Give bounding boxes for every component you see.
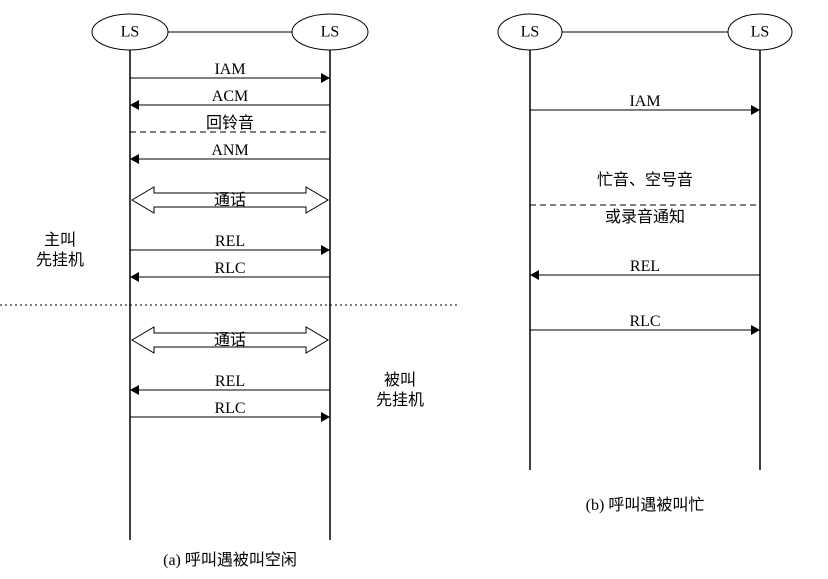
message-label: 通话 (214, 191, 246, 209)
message-label: RLC (214, 400, 245, 417)
message-label: ACM (212, 88, 248, 105)
node-right-label: LS (321, 24, 340, 41)
message-label: REL (630, 258, 660, 275)
message-label: 忙音、空号音 (597, 171, 693, 189)
node-left-label: LS (121, 24, 140, 41)
message-label: IAM (629, 93, 660, 110)
message-label: 通话 (214, 331, 246, 349)
message-label: RLC (629, 313, 660, 330)
message-label: IAM (214, 61, 245, 78)
node-right-label: LS (751, 24, 770, 41)
message-label: ANM (211, 142, 248, 159)
diagram-caption: (b) 呼叫遇被叫忙 (586, 496, 705, 514)
message-label: 回铃音 (206, 114, 254, 132)
message-label: REL (215, 233, 245, 250)
message-label: REL (215, 373, 245, 390)
side-label: 先挂机 (376, 391, 424, 409)
node-left-label: LS (521, 24, 540, 41)
message-label: 或录音通知 (605, 208, 685, 226)
side-label: 被叫 (384, 371, 416, 389)
message-label: RLC (214, 260, 245, 277)
side-label: 先挂机 (36, 251, 84, 269)
diagram-caption: (a) 呼叫遇被叫空闲 (163, 551, 297, 569)
side-label: 主叫 (44, 231, 76, 249)
